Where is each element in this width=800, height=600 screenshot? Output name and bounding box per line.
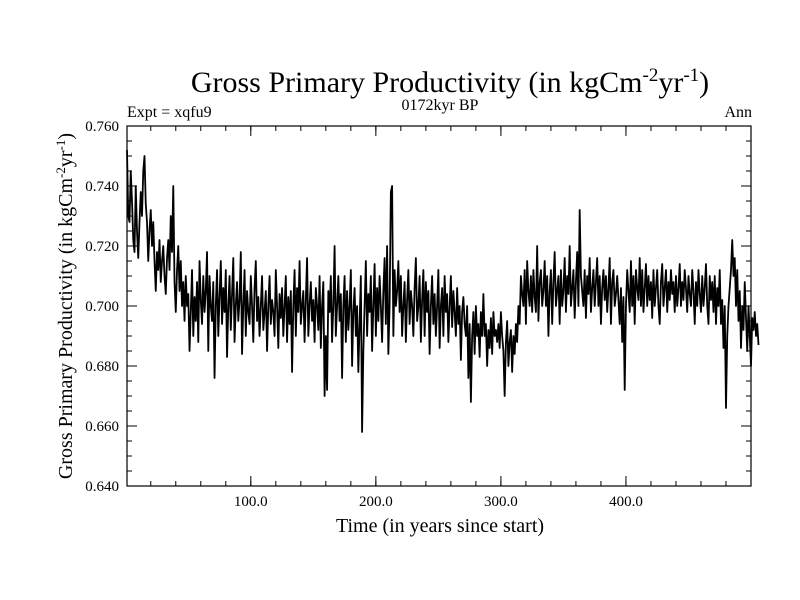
x-axis-label: Time (in years since start): [336, 515, 544, 537]
y-axis-label-main: Gross Primary Productivity (in kgCm: [55, 178, 77, 480]
y-tick-label: 0.640: [85, 479, 119, 495]
axis-ticks: 0.640 0.660 0.680 0.700 0.720 0.740 0.760 100.0…: [85, 119, 752, 510]
chart-title: Gross Primary Productivity (in kgCm-2yr-…: [191, 65, 709, 99]
chart-title-sup2: -1: [683, 65, 699, 86]
y-tick-label: 0.700: [85, 299, 119, 315]
y-tick-label: 0.740: [85, 179, 119, 195]
chart-title-sup1: -2: [643, 65, 659, 86]
y-tick-label: 0.660: [85, 419, 119, 435]
y-axis-label: Gross Primary Productivity (in kgCm-2yr-…: [53, 133, 77, 479]
x-tick-label: 400.0: [609, 494, 643, 510]
y-tick-label: 0.680: [85, 359, 119, 375]
y-tick-label: 0.720: [85, 239, 119, 255]
season-label: Ann: [724, 104, 752, 121]
x-tick-label: 100.0: [234, 494, 268, 510]
period-label: 0172kyr BP: [402, 97, 479, 114]
chart-title-main: Gross Primary Productivity (in kgCm: [191, 66, 643, 99]
chart-title-mid: yr: [658, 66, 683, 99]
y-tick-label: 0.760: [85, 119, 119, 135]
experiment-label: Expt = xqfu9: [127, 104, 212, 121]
y-axis-label-sup2: -1: [53, 140, 68, 151]
x-tick-label: 200.0: [359, 494, 393, 510]
y-axis-label-sup1: -2: [53, 167, 68, 178]
chart-title-end: ): [699, 66, 709, 99]
data-series-line: [126, 149, 760, 433]
y-axis-label-end: ): [55, 133, 77, 140]
y-axis-label-mid: yr: [55, 150, 77, 167]
x-tick-label: 300.0: [484, 494, 518, 510]
